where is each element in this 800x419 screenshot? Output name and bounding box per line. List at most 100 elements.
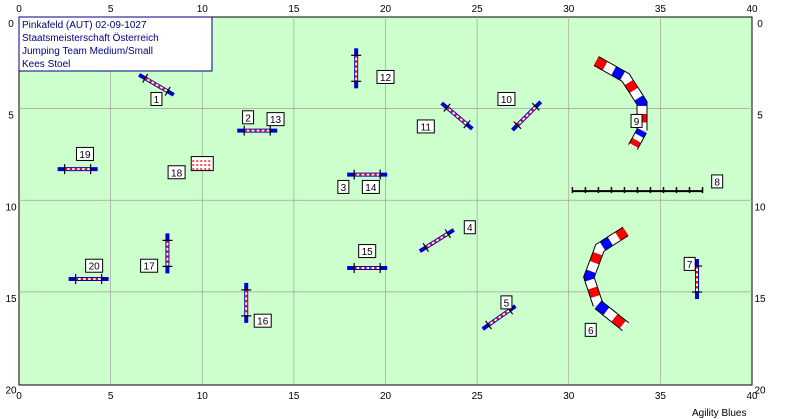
obstacle-label-text: 9 bbox=[634, 117, 640, 128]
obstacle-label-4: 4 bbox=[463, 220, 476, 235]
tunnel-segment bbox=[611, 66, 625, 80]
info-line-judge: Kees Stoel bbox=[22, 59, 70, 70]
jump-post bbox=[463, 120, 471, 129]
jump-pole-stripes bbox=[487, 309, 511, 326]
x-tick-label-top: 15 bbox=[288, 4, 300, 15]
jump-post bbox=[443, 103, 451, 112]
obstacle-label-5: 5 bbox=[500, 295, 513, 310]
obstacle-label-box bbox=[416, 119, 435, 134]
obstacle-label-box bbox=[500, 295, 513, 310]
obstacle-label-box bbox=[497, 91, 516, 106]
obstacle-label-text: 11 bbox=[421, 122, 432, 133]
info-box-frame bbox=[18, 16, 213, 72]
tunnel-segment bbox=[620, 320, 629, 331]
jump-16 bbox=[241, 282, 252, 323]
obstacle-label-box bbox=[361, 179, 380, 194]
x-tick-label-top: 20 bbox=[380, 4, 392, 15]
obstacle-label-text: 1 bbox=[154, 95, 160, 106]
tunnel-segment bbox=[603, 307, 618, 322]
wall-18 bbox=[190, 156, 214, 172]
y-tick-label-left: 10 bbox=[5, 202, 17, 213]
tunnel-segment bbox=[629, 138, 641, 148]
tunnel-segment bbox=[634, 95, 647, 106]
jump-post bbox=[422, 242, 429, 253]
jumps bbox=[57, 48, 703, 331]
jump-19 bbox=[57, 164, 98, 175]
tunnel-segment bbox=[594, 57, 608, 70]
x-tick-label-top: 10 bbox=[197, 4, 209, 15]
y-tick-label-right: 5 bbox=[757, 111, 763, 122]
obstacle-label-text: 7 bbox=[687, 260, 693, 271]
tunnel-segment bbox=[632, 133, 644, 143]
obstacle-label-3: 3 bbox=[337, 179, 350, 194]
obstacle-label-box bbox=[337, 179, 350, 194]
jump-4 bbox=[418, 228, 455, 253]
obstacle-label-12: 12 bbox=[376, 69, 395, 84]
tunnel-6 bbox=[583, 226, 629, 332]
obstacle-label-text: 8 bbox=[714, 177, 720, 188]
obstacle-label-text: 15 bbox=[362, 247, 374, 258]
obstacle-label-text: 18 bbox=[171, 168, 183, 179]
wall-obstacle bbox=[190, 156, 214, 172]
x-tick-label-bottom: 40 bbox=[746, 391, 758, 402]
x-tick-label-bottom: 25 bbox=[472, 391, 484, 402]
jump-15 bbox=[347, 263, 388, 274]
jump-10 bbox=[511, 100, 543, 132]
dogwalk bbox=[571, 187, 704, 194]
x-tick-label-top: 25 bbox=[472, 4, 484, 15]
jump-post bbox=[531, 102, 540, 111]
obstacle-label-17: 17 bbox=[140, 258, 159, 273]
obstacle-label-16: 16 bbox=[253, 313, 272, 328]
jump-post bbox=[444, 229, 451, 239]
jump-post bbox=[164, 86, 171, 96]
jump-12 bbox=[351, 48, 362, 89]
obstacle-label-8: 8 bbox=[711, 174, 724, 189]
obstacle-label-20: 20 bbox=[85, 258, 104, 273]
jump-pole-stripes bbox=[425, 232, 449, 249]
obstacle-label-box bbox=[85, 258, 104, 273]
x-tick-label-bottom: 20 bbox=[380, 391, 392, 402]
jump-2 bbox=[237, 125, 278, 136]
tunnel-segment bbox=[591, 295, 603, 307]
x-tick-label-bottom: 10 bbox=[197, 391, 209, 402]
obstacle-label-box bbox=[253, 313, 272, 328]
obstacle-label-6: 6 bbox=[584, 322, 597, 337]
tunnel-segment bbox=[611, 314, 626, 328]
obstacle-label-text: 4 bbox=[467, 223, 473, 234]
tunnel-segment bbox=[586, 261, 599, 273]
footer-brand: Agility Blues bbox=[692, 408, 746, 419]
obstacle-label-box bbox=[683, 256, 696, 271]
obstacle-label-10: 10 bbox=[497, 91, 516, 106]
x-tick-label-top: 35 bbox=[655, 4, 667, 15]
info-line-class: Jumping Team Medium/Small bbox=[22, 46, 153, 57]
info-line-event: Pinkafeld (AUT) 02-09-1027 bbox=[22, 20, 147, 31]
tunnel-segment bbox=[630, 87, 643, 101]
y-tick-label-right: 15 bbox=[754, 294, 766, 305]
obstacle-label-11: 11 bbox=[416, 119, 435, 134]
tunnel-segment bbox=[590, 252, 602, 265]
obstacle-label-13: 13 bbox=[266, 112, 285, 127]
obstacle-label-18: 18 bbox=[167, 165, 186, 180]
obstacle-label-text: 20 bbox=[89, 262, 101, 273]
obstacle-label-box bbox=[140, 258, 159, 273]
tunnel-segment bbox=[600, 237, 613, 250]
obstacle-label-text: 14 bbox=[365, 183, 377, 194]
tunnel-segment bbox=[607, 232, 621, 246]
obstacle-label-text: 2 bbox=[245, 113, 251, 124]
obstacle-label-1: 1 bbox=[150, 91, 163, 106]
obstacle-label-15: 15 bbox=[358, 244, 377, 259]
obstacle-label-text: 6 bbox=[588, 326, 594, 337]
obstacle-label-box bbox=[463, 220, 476, 235]
jump-17 bbox=[162, 233, 173, 274]
x-tick-label-top: 40 bbox=[746, 4, 758, 15]
obstacle-label-box bbox=[242, 110, 255, 125]
jump-post bbox=[485, 320, 492, 330]
tunnel-segment bbox=[602, 61, 617, 75]
obstacle-label-box bbox=[584, 322, 597, 337]
obstacle-label-box bbox=[711, 174, 724, 189]
obstacle-label-text: 16 bbox=[257, 317, 269, 328]
tunnel-segment bbox=[595, 301, 610, 315]
y-tick-label-right: 0 bbox=[757, 19, 763, 30]
